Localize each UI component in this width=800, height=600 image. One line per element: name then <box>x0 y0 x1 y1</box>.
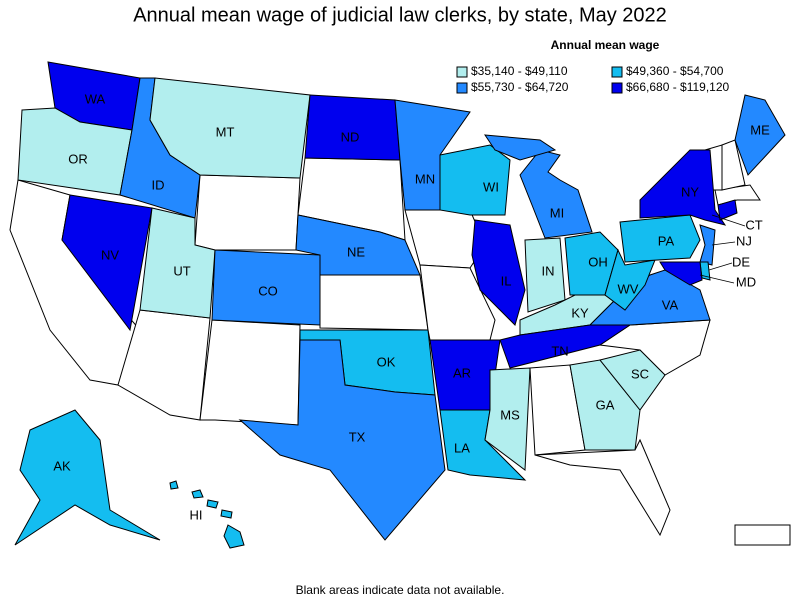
state <box>484 367 531 471</box>
leader-line <box>699 274 735 284</box>
title: Annual mean wage of judicial law clerks,… <box>133 4 667 26</box>
state-label: WA <box>85 91 106 106</box>
state-label: GA <box>596 397 615 412</box>
state-label: NE <box>347 244 365 259</box>
state-label: CT <box>745 217 762 232</box>
state-label: NV <box>101 247 119 262</box>
state <box>199 319 301 426</box>
state <box>588 269 711 326</box>
state-label: AR <box>453 365 471 380</box>
state-label: IL <box>501 273 512 288</box>
state <box>14 409 161 546</box>
state-label: NJ <box>736 233 752 248</box>
state-label: MI <box>550 205 564 220</box>
legend-label: $49,360 - $54,700 <box>626 64 724 78</box>
state <box>519 149 593 239</box>
state <box>238 339 446 541</box>
state-label: ND <box>341 129 360 144</box>
state-label: MS <box>500 407 520 422</box>
state-label: LA <box>454 440 470 455</box>
state <box>61 194 153 332</box>
leader-line <box>711 214 746 227</box>
state-label: OK <box>377 354 396 369</box>
state-label: ME <box>750 122 770 137</box>
state <box>223 524 245 549</box>
state-label: NY <box>681 184 699 199</box>
state-label: KY <box>571 305 589 320</box>
state <box>319 274 429 331</box>
state-label: OH <box>588 254 608 269</box>
state-label: UT <box>173 263 190 278</box>
state-label: VA <box>662 297 679 312</box>
legend-swatch <box>456 66 468 78</box>
legend-label: $55,730 - $64,720 <box>471 80 569 94</box>
legend-title: Annual mean wage <box>551 38 660 52</box>
legend: $35,140 - $49,110 $49,360 - $54,700 $55,… <box>456 64 730 94</box>
leader-line <box>711 241 736 246</box>
legend-label: $35,140 - $49,110 <box>471 64 568 78</box>
state-label: MN <box>415 171 435 186</box>
state-label: AK <box>53 458 71 473</box>
state <box>206 499 219 509</box>
note: Blank areas indicate data not available. <box>296 583 505 597</box>
state <box>599 349 666 411</box>
state-label: OR <box>68 151 88 166</box>
state <box>439 144 511 216</box>
state-label: TN <box>551 343 568 358</box>
state <box>304 94 401 161</box>
state <box>194 174 301 251</box>
state <box>169 480 179 490</box>
state <box>714 184 761 206</box>
state <box>471 219 526 326</box>
state <box>295 214 421 276</box>
state <box>659 261 703 286</box>
state <box>721 139 746 191</box>
legend-swatch <box>611 82 623 94</box>
legend-label: $66,680 - $119,120 <box>626 80 730 94</box>
legend-swatch <box>456 82 468 94</box>
state-labels: WA OR NV ID MT UT CO ND NE OK TX MN AR L… <box>53 91 770 522</box>
state <box>191 489 204 499</box>
state <box>569 359 641 451</box>
legend-swatch <box>611 66 623 78</box>
state-label: MT <box>216 124 235 139</box>
state-label: MD <box>736 274 756 289</box>
state <box>717 199 738 221</box>
state-label: WI <box>483 179 499 194</box>
state-label: IN <box>542 263 555 278</box>
state-label: CO <box>258 283 278 298</box>
state <box>534 438 671 537</box>
state <box>220 509 233 519</box>
state-label: WV <box>618 281 639 296</box>
states <box>9 61 791 549</box>
state <box>734 524 791 546</box>
state-label: SC <box>631 366 649 381</box>
state <box>639 149 727 226</box>
state-label: TX <box>349 429 366 444</box>
state <box>211 249 321 326</box>
state-label: ID <box>152 177 165 192</box>
state <box>484 134 557 161</box>
state-label: PA <box>658 233 675 248</box>
state <box>734 94 786 176</box>
leader-line <box>708 262 733 271</box>
state-label: HI <box>190 507 203 522</box>
state-label: DE <box>732 254 750 269</box>
